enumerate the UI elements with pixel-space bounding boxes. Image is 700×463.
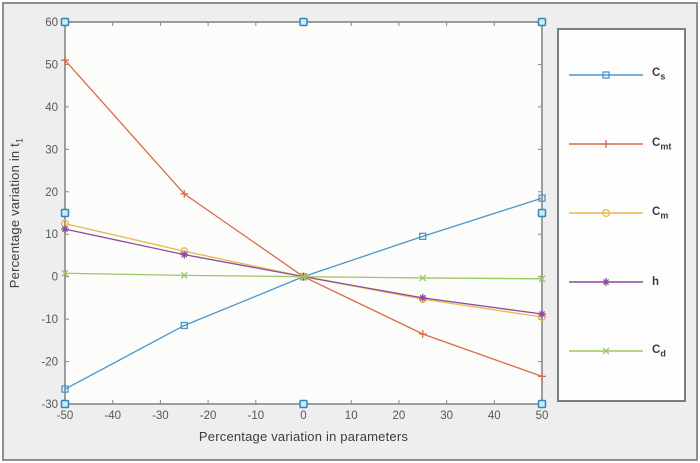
x-tick-label: -30: [152, 410, 169, 422]
selection-handle[interactable]: [299, 17, 308, 27]
square-marker: [602, 70, 610, 79]
plus-marker: [602, 139, 610, 148]
selection-handle[interactable]: [60, 17, 70, 27]
selection-handle[interactable]: [537, 17, 547, 27]
y-tick-label: 50: [45, 59, 58, 71]
y-tick-label: -20: [41, 357, 58, 369]
y-axis-label-subscript: 1: [14, 137, 25, 144]
selection-handle[interactable]: [537, 208, 547, 218]
y-tick-label: -10: [41, 314, 58, 326]
star-marker: [61, 225, 69, 234]
legend-sample-h: [569, 278, 643, 287]
star-marker: [538, 310, 546, 319]
y-tick-label: 10: [45, 229, 58, 241]
x-tick-label: -10: [247, 410, 264, 422]
x-marker: [419, 274, 427, 282]
y-tick-label: 60: [45, 17, 58, 29]
selection-handle[interactable]: [60, 399, 70, 409]
x-tick-label: 20: [393, 410, 406, 422]
x-marker: [602, 347, 610, 355]
x-tick-label: 30: [440, 410, 453, 422]
legend-entry-h[interactable]: h: [559, 274, 684, 290]
y-tick-label: 40: [45, 102, 58, 114]
legend-label-C_m: Cm: [652, 205, 669, 221]
x-tick-labels: -50 -40 -30 -20 -10 0 10 20 30 40 50: [57, 410, 549, 422]
square-marker: [419, 232, 427, 240]
legend-entry-C_d[interactable]: Cd: [559, 343, 684, 359]
series-C_d[interactable]: [61, 269, 546, 283]
circle-marker: [601, 208, 611, 218]
legend-box[interactable]: Cs Cmt Cm h Cd: [557, 28, 686, 402]
legend-label-C_s: Cs: [652, 67, 666, 82]
y-tick-labels: -30 -20 -10 0 10 20 30 40 50 60: [41, 17, 58, 411]
plus-marker: [418, 329, 427, 338]
y-tick-label: 0: [52, 272, 58, 284]
legend-sample-C_s: [569, 70, 643, 79]
x-tick-label: 40: [488, 410, 501, 422]
legend-sample-C_m: [569, 208, 643, 218]
y-tick-label: 20: [45, 187, 58, 199]
x-tick-label: 50: [536, 410, 549, 422]
x-tick-label: -40: [104, 410, 121, 422]
legend-sample-C_mt: [569, 139, 643, 148]
legend-label-C_d: Cd: [652, 344, 666, 359]
x-marker: [61, 269, 69, 277]
square-marker: [180, 321, 188, 330]
x-tick-label: -50: [57, 410, 74, 422]
y-tick-label: -30: [41, 399, 58, 411]
plus-marker: [180, 189, 189, 198]
x-marker: [538, 275, 546, 283]
square-marker: [61, 385, 69, 393]
star-marker: [180, 250, 189, 259]
axes-box[interactable]: [64, 21, 543, 405]
legend-entry-C_s[interactable]: Cs: [559, 67, 684, 83]
legend-label-C_mt: Cmt: [652, 136, 672, 151]
x-axis-label: Percentage variation in parameters: [198, 429, 409, 444]
selection-handle[interactable]: [537, 399, 547, 409]
x-tick-label: -20: [200, 410, 217, 422]
x-tick-label: 10: [345, 410, 358, 422]
plus-marker: [538, 372, 546, 381]
y-tick-label: 30: [45, 144, 58, 156]
star-marker: [418, 293, 427, 302]
legend-entry-C_mt[interactable]: Cmt: [559, 136, 684, 152]
x-tick-label: 0: [300, 410, 306, 422]
legend-sample-C_d: [569, 347, 643, 355]
selection-handle[interactable]: [60, 208, 70, 218]
legend-entry-C_m[interactable]: Cm: [559, 205, 684, 221]
selection-handles: [60, 17, 547, 409]
y-axis-label: Percentage variation in t1: [7, 137, 25, 289]
plus-marker: [61, 56, 69, 65]
square-marker: [538, 194, 546, 202]
star-marker: [602, 278, 610, 287]
selection-handle[interactable]: [299, 399, 308, 409]
x-marker: [180, 271, 188, 279]
legend-label-h: h: [652, 276, 660, 289]
x-marker: [300, 273, 307, 281]
